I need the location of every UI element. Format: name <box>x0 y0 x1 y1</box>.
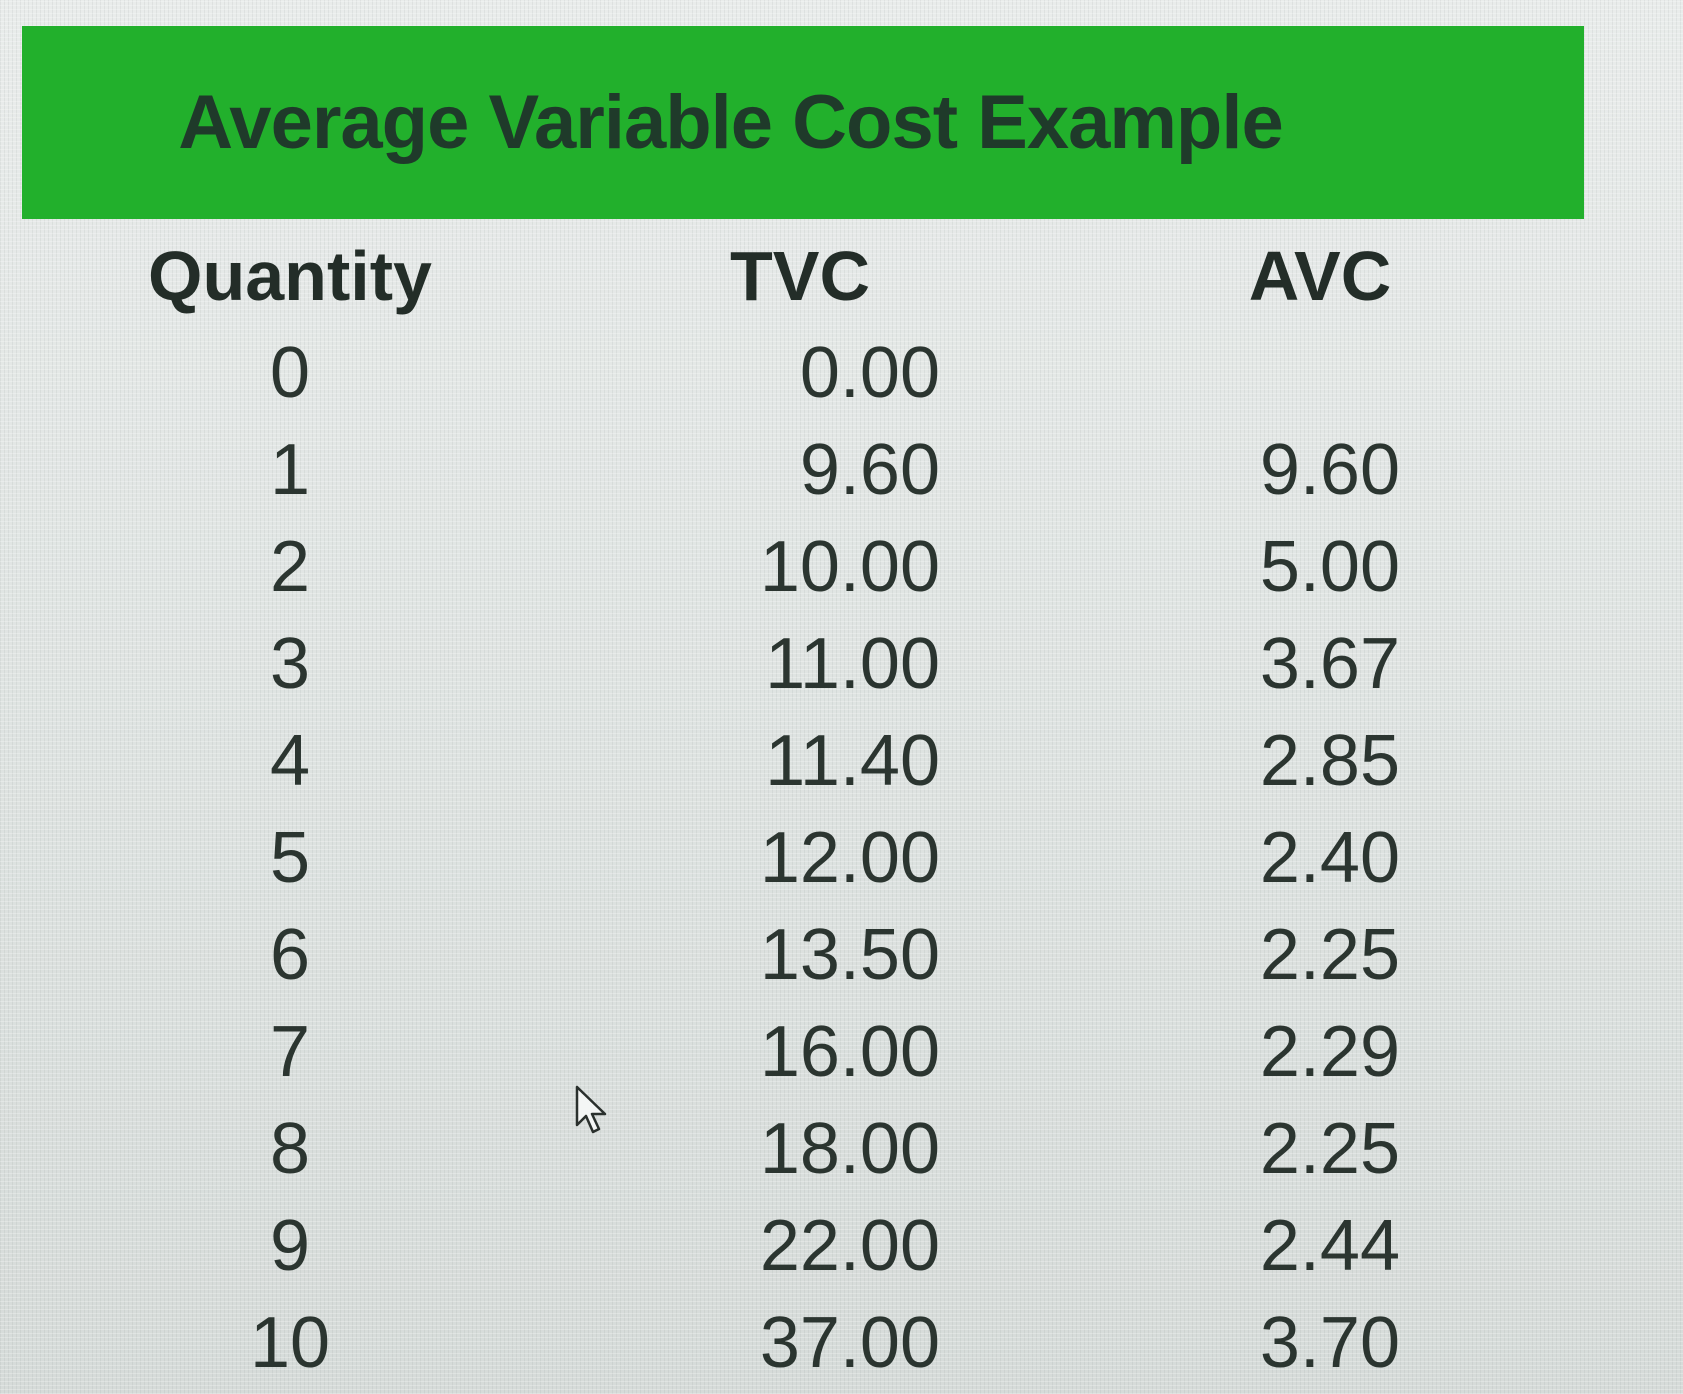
quantity-cell: 4 <box>269 721 311 801</box>
tvc-cell: 12.00 <box>759 818 940 898</box>
slide-title: Average Variable Cost Example <box>178 80 1284 165</box>
avc-cell: 9.60 <box>1259 430 1400 510</box>
quantity-cell: 6 <box>269 915 311 995</box>
avc-cell: 2.44 <box>1259 1206 1400 1286</box>
quantity-cell: 10 <box>249 1303 331 1383</box>
avc-cell: 3.70 <box>1259 1303 1400 1383</box>
quantity-cell: 9 <box>269 1206 311 1286</box>
quantity-cell: 2 <box>269 527 311 607</box>
table-row: 2 10.00 5.00 <box>0 519 1683 616</box>
quantity-cell: 7 <box>269 1012 311 1092</box>
table-row: 7 16.00 2.29 <box>0 1004 1683 1101</box>
tvc-cell: 10.00 <box>759 527 940 607</box>
quantity-cell: 0 <box>269 333 311 413</box>
tvc-cell: 11.40 <box>765 721 940 801</box>
avc-cell: 2.25 <box>1259 915 1400 995</box>
avc-cell <box>1200 325 1400 422</box>
table-row: 3 11.00 3.67 <box>0 616 1683 713</box>
table-row: 4 11.40 2.85 <box>0 713 1683 810</box>
tvc-cell: 9.60 <box>799 430 940 510</box>
column-header-avc: AVC <box>1248 237 1392 315</box>
tvc-cell: 37.00 <box>759 1303 940 1383</box>
table-row: 5 12.00 2.40 <box>0 810 1683 907</box>
tvc-cell: 16.00 <box>759 1012 940 1092</box>
table-row: 6 13.50 2.25 <box>0 907 1683 1004</box>
table-row: 8 18.00 2.25 <box>0 1101 1683 1198</box>
table-row: 0 0.00 <box>0 325 1683 422</box>
quantity-cell: 3 <box>269 624 311 704</box>
avc-cell: 5.00 <box>1259 527 1400 607</box>
quantity-cell: 8 <box>269 1109 311 1189</box>
table-row: 9 22.00 2.44 <box>0 1198 1683 1295</box>
column-header-tvc: TVC <box>730 237 870 315</box>
tvc-cell: 0.00 <box>799 333 940 413</box>
table-row: 1 9.60 9.60 <box>0 422 1683 519</box>
avc-cell: 3.67 <box>1259 624 1400 704</box>
quantity-cell: 1 <box>269 430 311 510</box>
column-header-quantity: Quantity <box>148 237 432 315</box>
title-banner: Average Variable Cost Example <box>22 26 1584 219</box>
avc-cell: 2.85 <box>1259 721 1400 801</box>
avc-cell: 2.25 <box>1259 1109 1400 1189</box>
avc-cell: 2.40 <box>1259 818 1400 898</box>
tvc-cell: 22.00 <box>759 1206 940 1286</box>
avc-cell: 2.29 <box>1259 1012 1400 1092</box>
table-row: 10 37.00 3.70 <box>0 1295 1683 1392</box>
table-header-row: Quantity TVC AVC <box>0 228 1683 325</box>
mouse-pointer-icon <box>575 1085 607 1134</box>
tvc-cell: 18.00 <box>759 1109 940 1189</box>
tvc-cell: 11.00 <box>765 624 940 704</box>
tvc-cell: 13.50 <box>759 915 940 995</box>
cost-table: Quantity TVC AVC 0 0.00 1 9.60 9.60 2 10… <box>0 228 1683 1392</box>
quantity-cell: 5 <box>269 818 311 898</box>
